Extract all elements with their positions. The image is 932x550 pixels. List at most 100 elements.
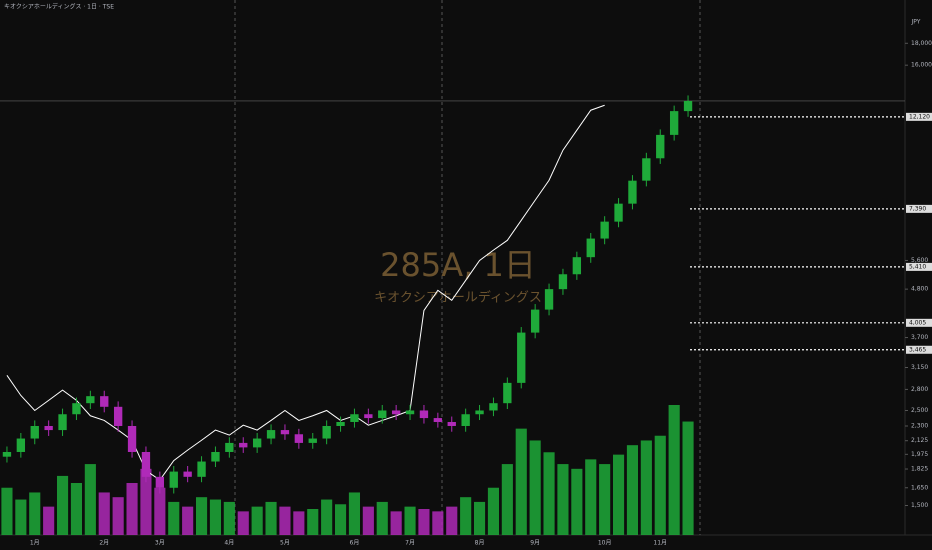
x-tick-label: 10月 bbox=[598, 540, 612, 547]
candle-body bbox=[239, 442, 248, 448]
volume-bar bbox=[640, 440, 652, 535]
candle-body bbox=[266, 430, 276, 439]
level-tag bbox=[906, 204, 932, 213]
candle-body bbox=[127, 425, 137, 452]
candle-body bbox=[16, 438, 26, 452]
candle-body bbox=[419, 410, 429, 419]
volume-bar bbox=[390, 511, 402, 535]
y-tick-label: 3,150 bbox=[911, 364, 928, 371]
level-label: 5,410 bbox=[909, 263, 926, 270]
x-tick-label: 5月 bbox=[280, 540, 290, 547]
volume-bar bbox=[446, 506, 458, 535]
volume-bar bbox=[209, 499, 222, 535]
candle-body bbox=[364, 414, 373, 419]
watermark-name: キオクシアホールディングス bbox=[374, 290, 542, 306]
volume-bar bbox=[168, 501, 180, 535]
x-tick-label: 2月 bbox=[99, 540, 109, 547]
volume-bar bbox=[98, 492, 110, 535]
volume-bar bbox=[376, 501, 388, 535]
y-tick-label: 1,975 bbox=[911, 451, 928, 458]
candle-body bbox=[197, 461, 206, 477]
y-tick-label: 1,650 bbox=[911, 484, 928, 491]
candle-body bbox=[225, 442, 234, 452]
volume-bar bbox=[84, 464, 96, 535]
volume-bar bbox=[154, 487, 166, 535]
watermark-symbol: 285A, 1日 bbox=[380, 246, 536, 284]
candle-body bbox=[2, 451, 12, 457]
candle-body bbox=[614, 203, 623, 222]
y-tick-label: 2,500 bbox=[911, 407, 928, 414]
volume-bar bbox=[334, 504, 347, 535]
volume-bar bbox=[15, 499, 27, 535]
candle-body bbox=[252, 438, 262, 448]
volume-bar bbox=[585, 459, 597, 535]
candle-body bbox=[503, 382, 512, 404]
candle-body bbox=[405, 410, 415, 415]
candle-body bbox=[391, 410, 401, 415]
candle-body bbox=[433, 418, 443, 422]
candle-body bbox=[558, 274, 568, 290]
x-tick-label: 6月 bbox=[350, 540, 360, 547]
volume-bar bbox=[362, 506, 374, 535]
y-tick-label: 4,800 bbox=[911, 286, 928, 293]
volume-bar bbox=[293, 511, 305, 535]
candle-body bbox=[378, 410, 387, 419]
x-tick-label: 7月 bbox=[405, 540, 415, 547]
level-label: 12,120 bbox=[909, 113, 930, 120]
candle-body bbox=[530, 309, 540, 333]
y-tick-label: 2,125 bbox=[911, 437, 928, 444]
volume-bar bbox=[668, 405, 680, 535]
volume-bar bbox=[626, 445, 639, 535]
candle-body bbox=[169, 471, 178, 488]
level-tag bbox=[906, 318, 932, 327]
level-label: 7,390 bbox=[909, 205, 926, 212]
volume-bar bbox=[307, 509, 319, 535]
x-tick-label: 1月 bbox=[30, 540, 40, 547]
y-tick-label: 2,300 bbox=[911, 422, 928, 429]
volume-bar bbox=[487, 487, 500, 535]
candle-body bbox=[350, 414, 359, 422]
volume-bar bbox=[432, 511, 444, 535]
x-tick-label: 4月 bbox=[224, 540, 234, 547]
volume-bar bbox=[682, 421, 694, 535]
level-label: 4,005 bbox=[909, 319, 926, 326]
volume-bar bbox=[654, 435, 666, 535]
candle-body bbox=[683, 100, 693, 112]
candle-body bbox=[572, 257, 582, 275]
compare-line bbox=[6, 104, 605, 481]
volume-bar bbox=[251, 506, 263, 535]
volume-bar bbox=[418, 509, 430, 535]
y-tick-label: 1,500 bbox=[911, 502, 928, 509]
candle-body bbox=[656, 134, 665, 159]
candle-body bbox=[294, 434, 304, 443]
volume-bar bbox=[279, 506, 291, 535]
y-tick-label: 18,000 bbox=[911, 40, 932, 47]
volume-bar bbox=[1, 487, 13, 535]
volume-bar bbox=[571, 468, 583, 535]
currency: JPY bbox=[911, 19, 921, 26]
x-tick-label: 3月 bbox=[155, 540, 165, 547]
candle-body bbox=[30, 425, 39, 439]
volume-bar bbox=[112, 497, 124, 535]
x-tick-label: 9月 bbox=[530, 540, 540, 547]
candle-body bbox=[308, 438, 317, 443]
y-tick-label: 3,700 bbox=[911, 334, 928, 341]
volume-bar bbox=[265, 501, 277, 535]
candle-body bbox=[461, 414, 470, 426]
volume-bar bbox=[223, 501, 235, 535]
candle-body bbox=[44, 425, 53, 431]
y-tick-label: 16,000 bbox=[911, 62, 932, 69]
candle-body bbox=[447, 421, 456, 426]
candle-body bbox=[211, 451, 220, 462]
candle-body bbox=[155, 476, 165, 488]
volume-bar bbox=[29, 492, 41, 535]
candle-body bbox=[669, 111, 679, 135]
chart-title: キオクシアホールディングス · 1日 · TSE bbox=[4, 3, 114, 11]
x-tick-label: 8月 bbox=[475, 540, 485, 547]
level-tag bbox=[906, 262, 932, 271]
y-tick-label: 2,800 bbox=[911, 386, 928, 393]
volume-bar bbox=[126, 483, 138, 535]
candle-body bbox=[475, 410, 484, 415]
